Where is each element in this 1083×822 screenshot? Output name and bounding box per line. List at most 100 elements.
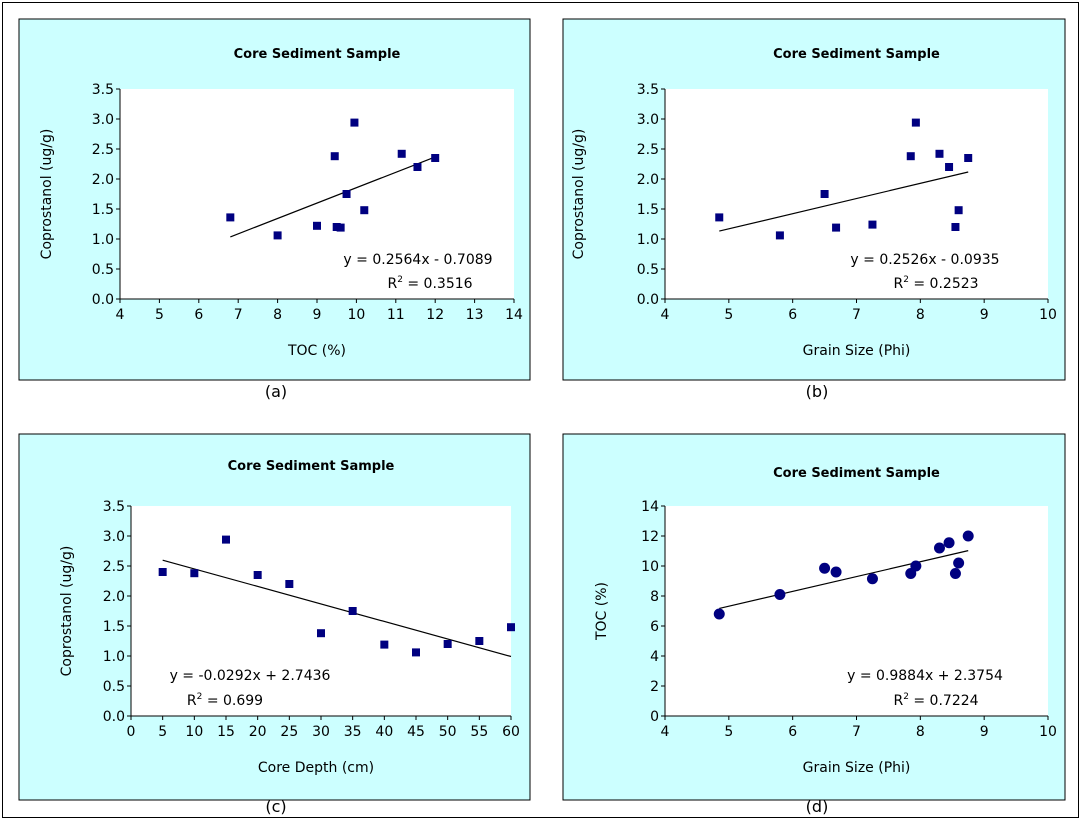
data-point [348, 607, 357, 615]
x-tick-label: 5 [158, 724, 167, 740]
x-tick-label: 6 [788, 724, 797, 740]
r-squared-value: = 0.699 [202, 693, 263, 709]
y-axis-title: Coprostanol (ug/g) [39, 129, 55, 260]
x-tick-label: 13 [466, 307, 484, 323]
x-tick-label: 40 [375, 724, 393, 740]
data-point [951, 223, 960, 231]
data-point [360, 206, 369, 215]
y-tick-label: 1.0 [103, 649, 125, 665]
y-tick-label: 0.0 [637, 292, 659, 308]
chart-title: Core Sediment Sample [234, 47, 401, 62]
data-point [949, 568, 961, 579]
y-tick-label: 2.5 [92, 142, 114, 158]
trendline-equation: y = 0.2526x - 0.0935 [850, 252, 999, 268]
x-tick-label: 9 [980, 307, 989, 323]
data-point [431, 154, 440, 162]
x-tick-label: 0 [127, 724, 136, 740]
r-squared-value: = 0.7224 [909, 693, 979, 709]
r-squared-value: = 0.2523 [909, 276, 979, 292]
data-point [906, 152, 915, 161]
y-tick-label: 3.0 [92, 112, 114, 128]
x-tick-label: 7 [852, 307, 861, 323]
data-point [962, 530, 974, 542]
y-tick-label: 4 [650, 649, 659, 665]
x-axis-title: Grain Size (Phi) [803, 343, 911, 359]
x-axis-title: Core Depth (cm) [258, 760, 374, 776]
y-tick-label: 2.0 [92, 172, 114, 188]
panel-caption: (c) [265, 797, 286, 816]
y-tick-label: 2.5 [637, 142, 659, 158]
x-tick-label: 25 [280, 724, 298, 740]
data-point [507, 623, 515, 632]
chart-c: Core Sediment Sample 0 5 10 15 20 25 30 35 40 45 50… [18, 433, 531, 816]
data-point [158, 568, 167, 576]
data-point [832, 223, 841, 232]
x-axis-title: TOC (%) [287, 343, 346, 359]
y-tick-label: 0.5 [637, 262, 659, 278]
chart-title: Core Sediment Sample [228, 459, 395, 474]
r-squared-symbol: R [893, 693, 903, 709]
r-squared-symbol: R [387, 276, 397, 292]
y-tick-label: 2 [650, 679, 659, 695]
plot-area [665, 506, 1048, 716]
x-axis-title: Grain Size (Phi) [803, 760, 911, 776]
y-tick-label: 0.0 [103, 709, 125, 725]
x-tick-label: 7 [234, 307, 243, 323]
r-squared-label: R2 = 0.3516 [387, 275, 472, 292]
x-tick-label: 8 [916, 307, 925, 323]
x-tick-label: 10 [1039, 307, 1057, 323]
x-tick-label: 60 [502, 724, 520, 740]
x-tick-label: 9 [980, 724, 989, 740]
data-point [475, 637, 484, 645]
x-tick-label: 11 [387, 307, 405, 323]
plot-area [131, 506, 511, 716]
y-axis-title: Coprostanol (ug/g) [571, 129, 587, 260]
data-point [943, 537, 955, 549]
plot-area [120, 89, 514, 299]
r-squared-exponent: 2 [197, 692, 203, 702]
x-tick-label: 6 [194, 307, 203, 323]
data-point [190, 569, 199, 578]
data-point [397, 149, 406, 158]
x-tick-label: 10 [1039, 724, 1057, 740]
data-point [911, 118, 920, 127]
data-point [313, 221, 321, 230]
r-squared-label: R2 = 0.2523 [893, 275, 978, 292]
x-tick-label: 4 [661, 307, 670, 323]
data-point [253, 571, 262, 579]
data-point [935, 149, 944, 158]
y-tick-label: 0.5 [92, 262, 114, 278]
data-point [222, 535, 230, 544]
x-tick-label: 5 [155, 307, 164, 323]
trendline-equation: y = 0.9884x + 2.3754 [847, 668, 1003, 684]
x-tick-label: 50 [439, 724, 457, 740]
y-tick-label: 8 [650, 589, 659, 605]
y-tick-label: 1.5 [637, 202, 659, 218]
r-squared-symbol: R [187, 693, 197, 709]
y-tick-label: 2.0 [637, 172, 659, 188]
data-point [820, 190, 829, 198]
trendline [719, 171, 969, 232]
data-point [945, 163, 954, 171]
x-tick-label: 4 [661, 724, 670, 740]
x-tick-label: 10 [185, 724, 203, 740]
y-tick-label: 2.5 [103, 559, 125, 575]
data-point [953, 557, 965, 569]
y-tick-label: 1.0 [92, 232, 114, 248]
data-point [285, 580, 294, 588]
chart-a: Core Sediment Sample 4 5 6 7 8 9 10 11 12 13 14 0.0 0… [18, 18, 531, 401]
y-tick-label: 1.5 [103, 619, 125, 635]
x-tick-label: 30 [312, 724, 330, 740]
y-tick-label: 3.5 [92, 82, 114, 98]
data-point [933, 542, 945, 554]
y-tick-label: 0.5 [103, 679, 125, 695]
data-point [774, 589, 786, 600]
chart-d: Core Sediment Sample 4 5 6 7 8 9 10 0 2 4 6 8 10 12 14 G… [562, 433, 1066, 816]
trendline-equation: y = -0.0292x + 2.7436 [170, 668, 331, 684]
y-tick-label: 3.0 [637, 112, 659, 128]
data-point [910, 560, 922, 572]
data-point [775, 231, 784, 240]
trendline [230, 156, 436, 238]
data-point [273, 231, 282, 240]
panel-caption: (d) [806, 797, 829, 816]
